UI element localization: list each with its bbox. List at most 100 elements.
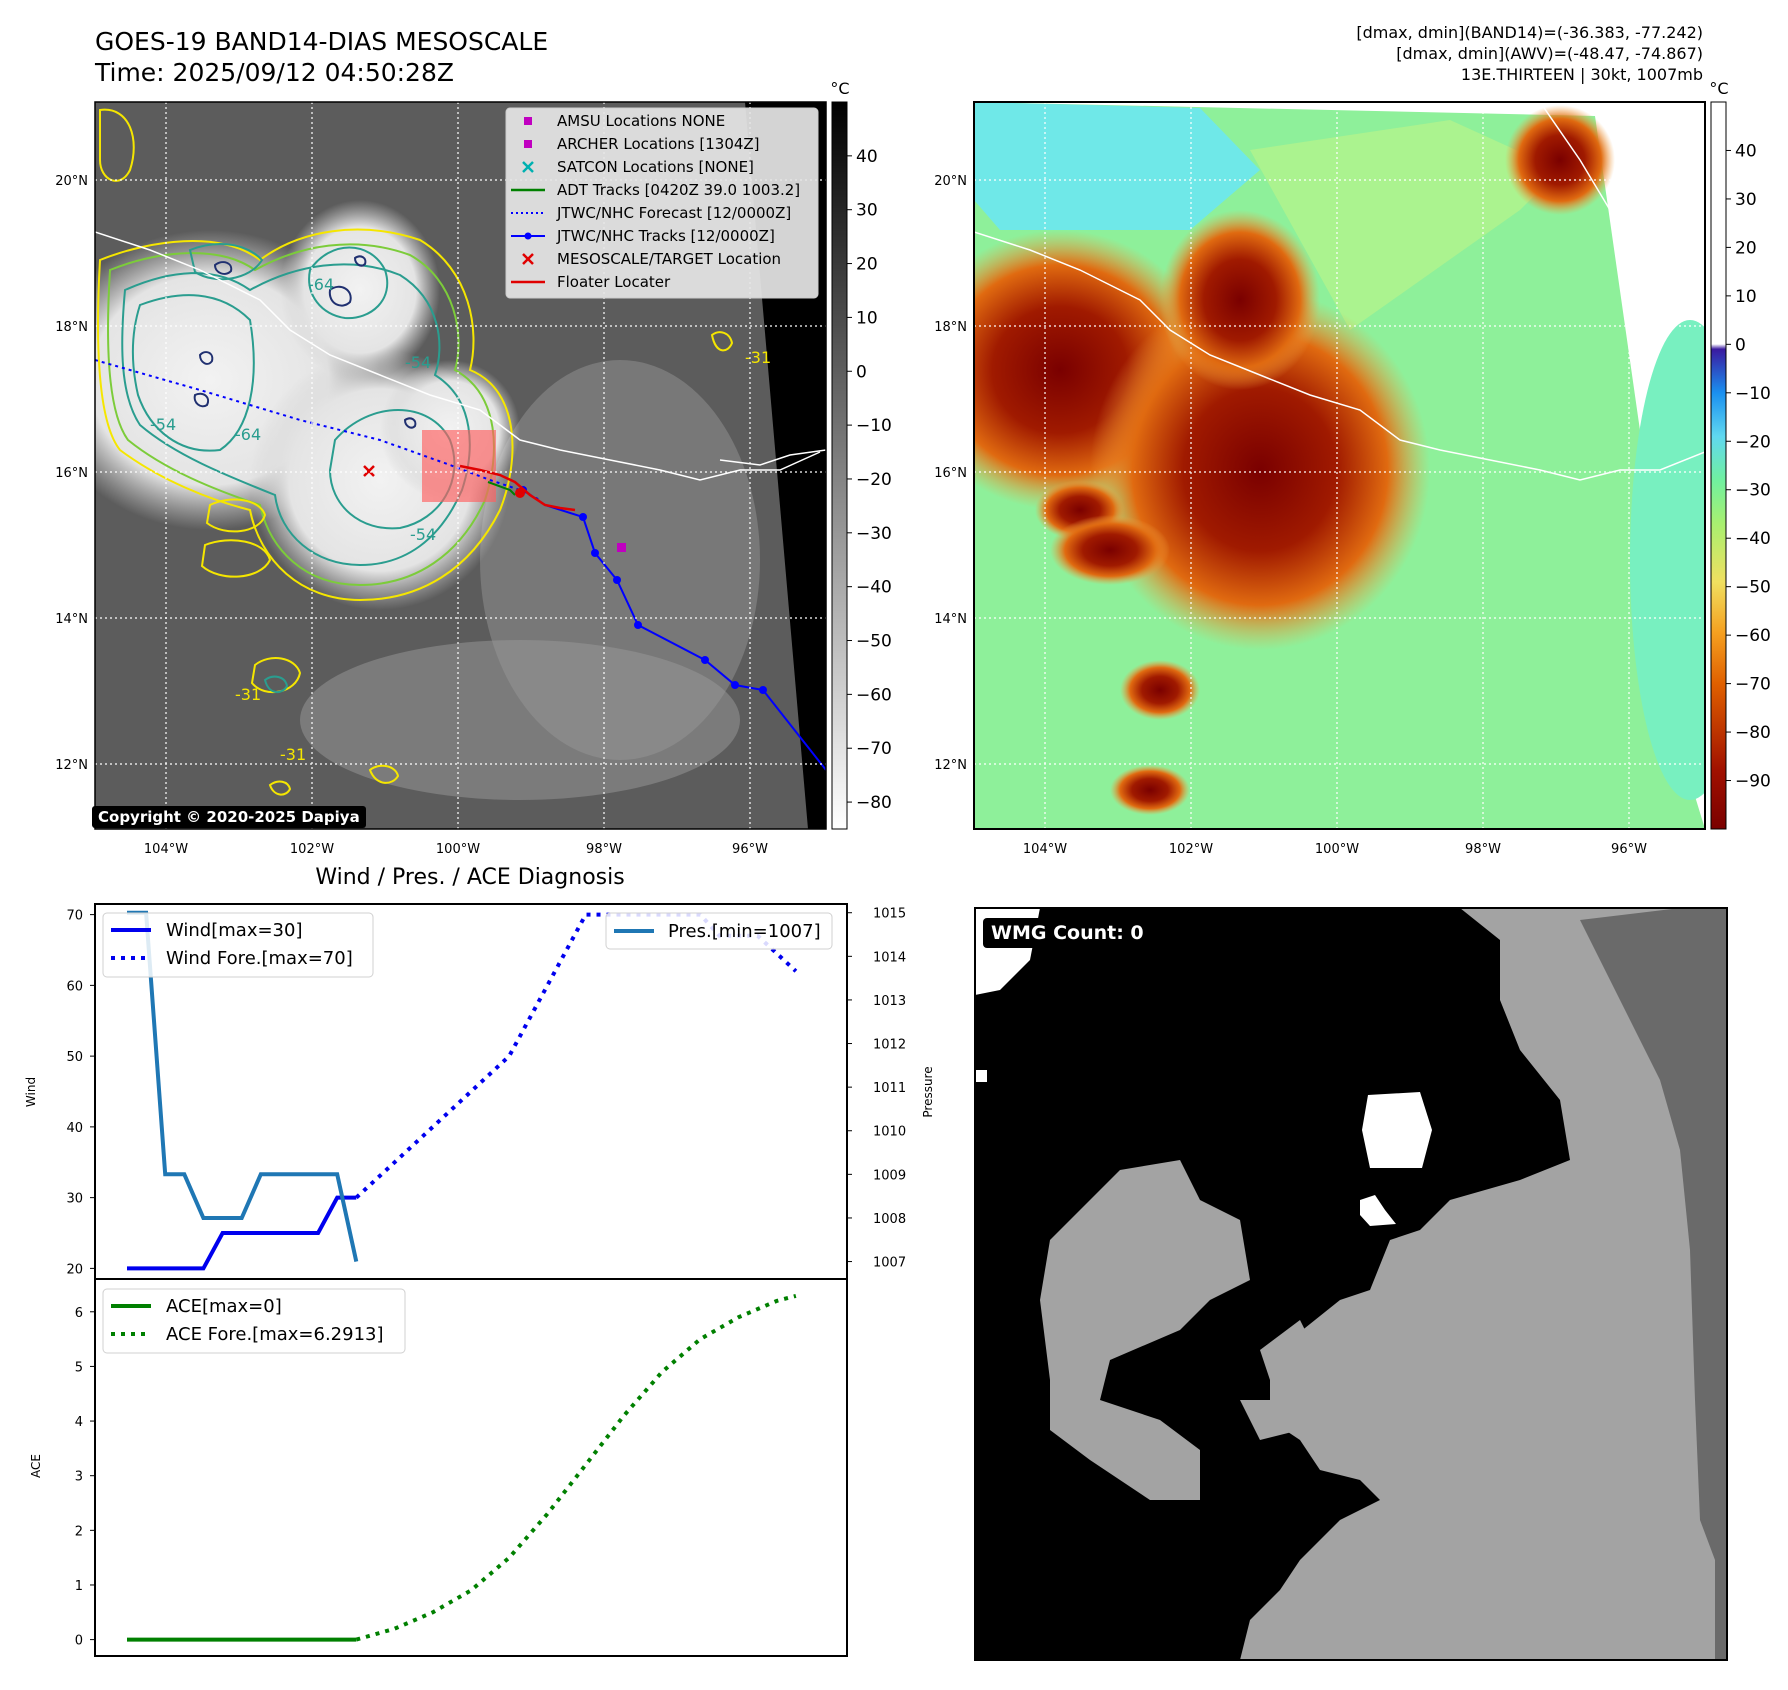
track-points: [519, 486, 767, 694]
colorbar-tick-label: −30: [856, 524, 892, 544]
ace-legend-box: [102, 1288, 406, 1354]
colorbar-tick-label: −40: [856, 578, 892, 598]
colorbar-awv: [1710, 101, 1727, 830]
lat-tick-label: 18°N: [934, 320, 967, 335]
lat-tick-label: 20°N: [55, 174, 88, 189]
awv-cold-top: [1160, 210, 1320, 390]
lat-tick-label: 16°N: [934, 466, 967, 481]
contour-minus64: [131, 294, 255, 452]
contour-cold-cores: [193, 255, 417, 429]
lon-tick-label: 104°W: [144, 842, 188, 857]
contour-minus64: [308, 246, 389, 320]
contour-core: [328, 285, 352, 307]
y-right-tick-label: 1009: [873, 1168, 906, 1183]
y-right-tick-label: 1015: [873, 907, 906, 922]
coastline: [974, 231, 1705, 481]
legend-row: MESOSCALE/TARGET Location: [522, 250, 781, 268]
legend-label: ARCHER Locations [1304Z]: [557, 135, 760, 153]
pressure-legend: Pres.[min=1007]: [605, 912, 833, 950]
y-tick-label: 50: [66, 1050, 83, 1065]
contour-minus64: [188, 243, 264, 281]
y-tick-label: 60: [66, 979, 83, 994]
legend-label: JTWC/NHC Forecast [12/0000Z]: [556, 204, 791, 222]
colorbar-tick-label: −30: [1735, 481, 1771, 501]
legend-label: MESOSCALE/TARGET Location: [557, 250, 781, 268]
legend-row: ADT Tracks [0420Z 39.0 1003.2]: [511, 181, 800, 199]
lon-tick-label: 104°W: [1023, 842, 1067, 857]
figure-time: Time: 2025/09/12 04:50:28Z: [94, 58, 454, 87]
ace-fore-legend-label: ACE Fore.[max=6.2913]: [166, 1324, 384, 1345]
colorbar-tick-label: 20: [1735, 238, 1757, 258]
colorbar-tick-label: −40: [1735, 529, 1771, 549]
track-point: [591, 549, 599, 557]
dmax-awv: [dmax, dmin](AWV)=(-48.47, -74.867): [1396, 44, 1703, 63]
legend-label: ADT Tracks [0420Z 39.0 1003.2]: [557, 181, 800, 199]
small-cells: [99, 108, 734, 796]
series-line-wind-fore-max: [354, 912, 798, 1200]
floater-box: [422, 430, 496, 502]
map1-lon-ticks: 104°W 102°W 100°W 98°W 96°W: [144, 842, 768, 857]
y-right-tick-label: 1007: [873, 1256, 906, 1271]
colorbar-tick-label: −90: [1735, 772, 1771, 792]
lat-tick-label: 12°N: [55, 758, 88, 773]
contour-label: -31: [235, 685, 261, 704]
copyright-badge: Copyright © 2020-2025 Dapiya: [92, 806, 366, 828]
lon-tick-label: 100°W: [1315, 842, 1359, 857]
coastline: [95, 231, 821, 481]
legend-square-icon: [524, 117, 532, 125]
cloud-mass: [280, 200, 440, 380]
ace-legend-label: ACE[max=0]: [166, 1296, 282, 1317]
series-line-pres-min: [127, 910, 359, 1263]
y-right-tick-label: 1013: [873, 994, 906, 1009]
track-point: [759, 686, 767, 694]
legend-dot-icon: [524, 232, 532, 240]
colorbar-tick-label: −70: [1735, 675, 1771, 695]
series-line-ace-fore-max: [355, 1293, 797, 1642]
contour-label: -31: [745, 348, 771, 367]
colorbar-tick-label: −50: [1735, 578, 1771, 598]
lon-tick-label: 98°W: [586, 842, 622, 857]
wmg-eye-region: [1362, 1092, 1432, 1168]
best-track: [522, 489, 826, 771]
small-cell: [200, 539, 272, 578]
colorbar-tick-label: 0: [856, 362, 867, 382]
contour-label: -54: [150, 415, 176, 434]
small-cell: [263, 675, 289, 693]
map2-lon-ticks: 104°W 102°W 100°W 98°W 96°W: [1023, 842, 1647, 857]
wind-axis-label: Wind: [24, 1077, 38, 1107]
colorbar-tick-label: −60: [856, 685, 892, 705]
y-tick-label: 6: [75, 1306, 83, 1321]
pressure-axis-label: Pressure: [921, 1066, 935, 1117]
lat-tick-label: 14°N: [934, 612, 967, 627]
colorbar-tick-label: −80: [856, 793, 892, 813]
floater-center: [515, 488, 525, 498]
wmg-warm-pocket: [1040, 1160, 1250, 1500]
legend-x-icon: [522, 161, 534, 173]
archer-location-marker: [617, 543, 626, 552]
ir-haze: [300, 640, 740, 800]
map2-gridlines: [974, 102, 1705, 829]
ir-map-panel: -54 -54 -54 -64 -64 -31 -31 -31 104°W 10…: [55, 79, 892, 857]
legend-row: JTWC/NHC Tracks [12/0000Z]: [511, 227, 775, 245]
lat-tick-label: 14°N: [55, 612, 88, 627]
lon-tick-label: 102°W: [1169, 842, 1213, 857]
awv-cold-top: [1505, 105, 1615, 215]
legend-x-icon: [522, 253, 534, 265]
lon-tick-label: 102°W: [290, 842, 334, 857]
legend-label: AMSU Locations NONE: [557, 112, 725, 130]
contour-label: -31: [280, 745, 306, 764]
forecast-track: [95, 359, 541, 501]
wind-fore-legend-label: Wind Fore.[max=70]: [166, 948, 353, 969]
contour-label: -64: [308, 275, 334, 294]
coastline: [1539, 102, 1641, 261]
legend-row: JTWC/NHC Forecast [12/0000Z]: [511, 204, 791, 222]
colorbar-tick-label: 0: [1735, 335, 1746, 355]
awv-cold-top: [1050, 515, 1170, 585]
lon-tick-label: 100°W: [436, 842, 480, 857]
legend-row: SATCON Locations [NONE]: [522, 158, 754, 176]
legend-label: JTWC/NHC Tracks [12/0000Z]: [556, 227, 775, 245]
legend-square-icon: [524, 140, 532, 148]
map-legend: AMSU Locations NONE ARCHER Locations [130…: [505, 107, 819, 299]
target-location-icon: [363, 465, 375, 477]
map2-lat-ticks: 20°N 18°N 16°N 14°N 12°N: [934, 174, 967, 773]
